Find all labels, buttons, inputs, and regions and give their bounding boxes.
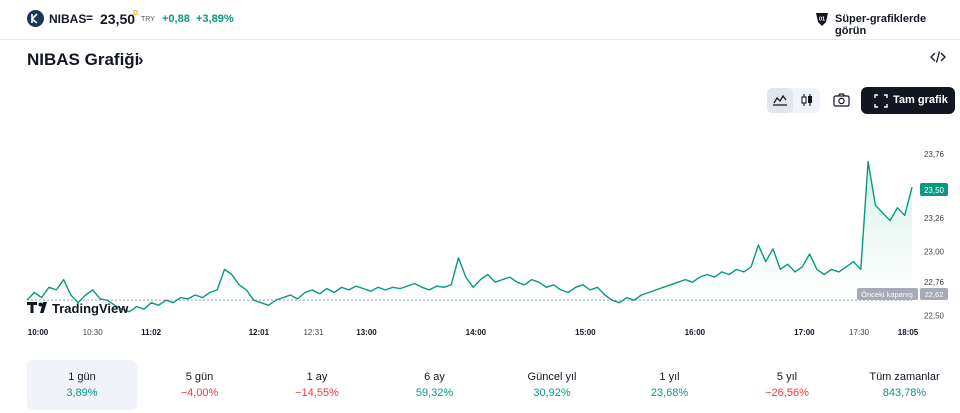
full-chart-label: Tam grafik (893, 94, 948, 106)
range-tab[interactable]: 6 ay 59,32% (380, 360, 490, 410)
range-change: 30,92% (533, 387, 571, 399)
x-tick-label: 10:00 (28, 328, 49, 337)
camera-icon[interactable] (829, 88, 854, 113)
range-change: −14,55% (295, 387, 339, 399)
price-change-percent: +3,89% (196, 13, 234, 25)
super-charts-icon[interactable]: 01 (814, 11, 830, 32)
range-label: 1 ay (306, 371, 328, 383)
chart-title[interactable]: NIBAS Grafiği (27, 50, 140, 69)
x-tick-label: 18:05 (898, 328, 919, 337)
x-tick-label: 17:30 (849, 328, 870, 337)
range-tab[interactable]: Güncel yıl 30,92% (497, 360, 607, 410)
range-change: −4,00% (180, 387, 219, 399)
x-tick-label: 10:30 (83, 328, 104, 337)
symbol-name[interactable]: NIBAS (49, 12, 87, 26)
previous-close-badge (857, 288, 918, 300)
range-label: 6 ay (424, 371, 445, 383)
full-chart-button[interactable]: Tam grafik (861, 87, 955, 114)
y-tick-label: 23,26 (924, 214, 945, 223)
y-tick-label: 22,76 (924, 278, 945, 287)
range-tab[interactable]: 1 gün 3,89% (27, 360, 137, 410)
range-label: 1 gün (68, 371, 96, 383)
tradingview-logo-icon[interactable] (27, 302, 47, 313)
y-tick-label: 22,50 (924, 312, 945, 321)
x-tick-label: 12:01 (249, 328, 270, 337)
range-label: 5 gün (185, 371, 214, 383)
y-tick-label: 23,00 (924, 247, 945, 256)
range-change: 23,68% (650, 387, 689, 399)
last-price: 23,50 (100, 11, 136, 27)
tradingview-watermark: TradingView (52, 301, 129, 316)
x-tick-label: 13:00 (356, 328, 377, 337)
range-tab[interactable]: 1 ay −14,55% (262, 360, 372, 410)
previous-close-label: Önceki kapanış (861, 290, 913, 299)
range-change: 3,89% (66, 387, 98, 399)
previous-close-value-badge (920, 288, 948, 300)
super-charts-link[interactable]: Süper-grafiklerde görün (835, 13, 927, 37)
range-label: Güncel yıl (527, 371, 577, 383)
chart-style-toggle (767, 88, 820, 113)
x-tick-label: 11:02 (141, 328, 162, 337)
price-area (27, 161, 912, 322)
candles-chart-button[interactable] (794, 88, 820, 113)
x-tick-label: 15:00 (575, 328, 596, 337)
range-label: 5 yıl (776, 371, 798, 383)
range-label: 1 yıl (659, 371, 680, 383)
range-change: 843,78% (882, 387, 927, 399)
equals-sign: = (86, 11, 94, 25)
price-chart[interactable]: 23,76 23,26 23,00 22,76 22,50 10:00 10:30 11:0… (0, 115, 960, 340)
time-range-tabs: 1 gün 3,89% 5 gün −4,00% 1 ay −14,55% 6 ay 59,3… (27, 360, 957, 410)
area-chart-button[interactable] (767, 88, 793, 113)
svg-text:01: 01 (819, 17, 825, 23)
x-tick-label: 16:00 (685, 328, 706, 337)
range-tab[interactable]: Tüm zamanlar 843,78% (850, 360, 960, 410)
currency-label: TRY (141, 16, 155, 23)
range-tab[interactable]: 5 yıl −26,56% (732, 360, 842, 410)
previous-close-value: 22,62 (925, 290, 944, 299)
price-line (26, 160, 913, 313)
range-change: −26,56% (765, 387, 809, 399)
y-tick-label: 23,76 (924, 150, 945, 159)
x-tick-label: 17:00 (794, 328, 815, 337)
fullscreen-icon (874, 94, 888, 108)
x-axis: 10:00 10:30 11:02 12:01 12:31 13:00 14:00 15:00… (28, 328, 919, 337)
x-tick-label: 12:31 (303, 328, 324, 337)
y-axis: 23,76 23,26 23,00 22,76 22,50 (924, 150, 945, 321)
range-tab[interactable]: 1 yıl 23,68% (615, 360, 725, 410)
range-label: Tüm zamanlar (869, 371, 940, 383)
top-bar: NIBAS = 23,50 D TRY +0,88 +3,89% 01 Süpe… (0, 0, 960, 40)
chevron-right-icon[interactable]: › (138, 50, 144, 69)
symbol-logo-icon (27, 10, 44, 27)
current-price-value: 23,50 (924, 186, 945, 195)
price-change: +0,88 (162, 13, 190, 25)
embed-code-icon[interactable] (930, 50, 946, 69)
current-price-badge (920, 183, 948, 196)
delayed-badge: D (133, 10, 139, 17)
range-change: 59,32% (415, 387, 454, 399)
x-tick-label: 14:00 (466, 328, 487, 337)
range-tab[interactable]: 5 gün −4,00% (145, 360, 255, 410)
